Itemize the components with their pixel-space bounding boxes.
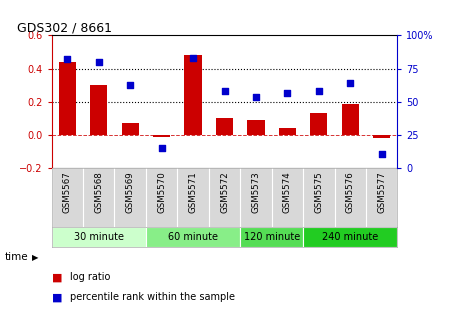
Bar xyxy=(52,227,146,247)
Bar xyxy=(240,227,303,247)
Text: GSM5574: GSM5574 xyxy=(283,171,292,213)
Text: GSM5577: GSM5577 xyxy=(377,171,386,213)
Text: GSM5567: GSM5567 xyxy=(63,171,72,213)
Bar xyxy=(146,227,240,247)
Bar xyxy=(342,103,359,135)
Point xyxy=(347,81,354,86)
Bar xyxy=(90,85,107,135)
Point xyxy=(378,151,385,157)
Point xyxy=(284,90,291,95)
Text: GSM5576: GSM5576 xyxy=(346,171,355,213)
Text: GSM5569: GSM5569 xyxy=(126,171,135,213)
Text: GSM5573: GSM5573 xyxy=(251,171,260,213)
Point xyxy=(252,94,260,99)
Bar xyxy=(247,120,264,135)
Text: 30 minute: 30 minute xyxy=(74,232,124,242)
Text: GDS302 / 8661: GDS302 / 8661 xyxy=(17,21,112,34)
Bar xyxy=(303,227,397,247)
Text: 120 minute: 120 minute xyxy=(243,232,300,242)
Point xyxy=(158,146,165,151)
Text: GSM5571: GSM5571 xyxy=(189,171,198,213)
Bar xyxy=(153,135,170,137)
Point xyxy=(95,59,102,65)
Text: GSM5572: GSM5572 xyxy=(220,171,229,213)
Text: GSM5575: GSM5575 xyxy=(314,171,323,213)
Text: 60 minute: 60 minute xyxy=(168,232,218,242)
Point xyxy=(189,55,197,60)
Bar xyxy=(373,135,390,138)
Bar xyxy=(310,114,327,135)
Bar xyxy=(59,62,76,135)
Text: time: time xyxy=(4,252,28,262)
Bar xyxy=(185,55,202,135)
Text: percentile rank within the sample: percentile rank within the sample xyxy=(70,292,234,302)
Text: log ratio: log ratio xyxy=(70,272,110,282)
Bar xyxy=(122,123,139,135)
Point xyxy=(315,88,322,94)
Bar xyxy=(216,119,233,135)
Text: GSM5570: GSM5570 xyxy=(157,171,166,213)
Point xyxy=(221,88,228,94)
Text: 240 minute: 240 minute xyxy=(322,232,379,242)
Point xyxy=(64,56,71,62)
Text: ■: ■ xyxy=(52,272,62,282)
Text: ▶: ▶ xyxy=(32,253,39,262)
Text: GSM5568: GSM5568 xyxy=(94,171,103,213)
Text: ■: ■ xyxy=(52,292,62,302)
Point xyxy=(127,82,134,87)
Bar xyxy=(279,128,296,135)
